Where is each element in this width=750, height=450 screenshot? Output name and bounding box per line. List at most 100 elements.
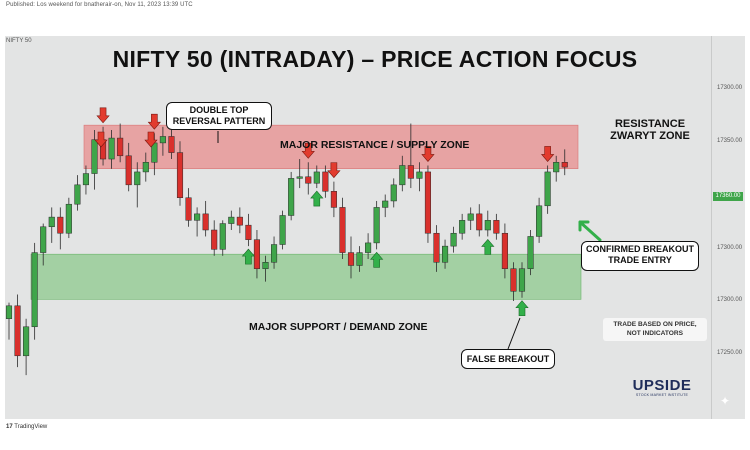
bearish-candle xyxy=(245,224,252,240)
symbol-label: NIFTY 50 xyxy=(6,38,32,44)
bullish-candle xyxy=(399,165,406,186)
bullish-candle xyxy=(219,223,226,250)
bullish-candle xyxy=(23,326,30,357)
false-breakout-pointer xyxy=(507,317,521,350)
bullish-candle xyxy=(382,200,389,208)
bearish-candle xyxy=(125,155,132,186)
bearish-candle xyxy=(185,197,192,221)
down-arrow-icon xyxy=(147,113,162,130)
bearish-candle xyxy=(561,162,568,168)
bearish-candle xyxy=(339,207,346,253)
bullish-candle xyxy=(194,213,201,221)
logo-tagline: STOCK MARKET INSTITUTE xyxy=(635,393,689,397)
bullish-candle xyxy=(356,252,363,266)
up-arrow-icon xyxy=(241,248,256,265)
false-breakout-callout: FALSE BREAKOUT xyxy=(461,349,555,369)
bearish-candle xyxy=(117,137,124,157)
down-arrow-icon xyxy=(327,162,341,179)
bullish-candle xyxy=(416,171,423,179)
bullish-candle xyxy=(40,226,47,253)
bullish-candle xyxy=(544,171,551,207)
bearish-candle xyxy=(510,268,517,292)
logo-name: UPSIDE xyxy=(632,377,692,394)
bullish-candle xyxy=(271,244,278,263)
bullish-candle xyxy=(450,232,457,247)
down-arrow-icon xyxy=(421,146,435,162)
bullish-candle xyxy=(390,184,397,202)
bullish-candle xyxy=(313,171,320,184)
bearish-candle xyxy=(14,305,21,357)
breakout-arrow-icon xyxy=(578,220,602,242)
bullish-candle xyxy=(484,220,491,231)
bullish-candle xyxy=(442,245,449,263)
bearish-candle xyxy=(347,252,355,266)
bullish-candle xyxy=(31,252,38,328)
up-arrow-icon xyxy=(310,190,324,207)
bearish-candle xyxy=(176,152,184,198)
bearish-candle xyxy=(253,239,260,269)
down-arrow-icon xyxy=(94,131,108,148)
bullish-candle xyxy=(459,220,466,234)
price-scale-divider xyxy=(711,36,712,419)
bearish-candle xyxy=(501,232,508,269)
bullish-candle xyxy=(373,207,380,244)
bullish-candle xyxy=(536,205,543,237)
resistance-zone-label: MAJOR RESISTANCE / SUPPLY ZONE xyxy=(280,139,470,151)
price-tick-label: 17300.00 xyxy=(717,85,743,91)
price-tick-label: 17300.00 xyxy=(717,245,743,251)
bearish-candle xyxy=(211,229,218,250)
tradingview-footer[interactable]: 17 TradingView xyxy=(6,424,47,430)
tradingview-logo-icon: 17 xyxy=(6,424,13,430)
bullish-candle xyxy=(296,176,303,179)
bullish-candle xyxy=(518,268,526,292)
bearish-candle xyxy=(433,232,440,263)
bullish-candle xyxy=(288,178,295,216)
up-arrow-icon xyxy=(481,238,495,255)
bullish-candle xyxy=(228,216,235,224)
price-action-note: TRADE BASED ON PRICE, NOT INDICATORS xyxy=(603,318,707,341)
up-arrow-icon xyxy=(515,300,529,317)
bullish-candle xyxy=(467,213,474,221)
bullish-candle xyxy=(262,262,269,269)
bullish-candle xyxy=(279,215,286,245)
upside-logo: UPSIDE STOCK MARKET INSTITUTE xyxy=(614,378,710,397)
current-price-badge: 17360.00 xyxy=(713,192,743,201)
bullish-candle xyxy=(82,173,90,186)
price-tick-label: 17350.00 xyxy=(717,138,743,144)
bearish-candle xyxy=(493,220,500,234)
price-tick-label: 17250.00 xyxy=(717,350,743,356)
down-arrow-icon xyxy=(301,142,315,159)
bullish-candle xyxy=(142,162,149,173)
bearish-candle xyxy=(305,176,312,184)
bullish-candle xyxy=(527,236,534,269)
support-zone-label: MAJOR SUPPORT / DEMAND ZONE xyxy=(249,321,428,333)
bullish-candle xyxy=(134,171,141,186)
tradingview-brand: TradingView xyxy=(14,424,48,430)
bearish-candle xyxy=(202,213,209,231)
resistance-zone xyxy=(83,124,579,170)
down-arrow-icon xyxy=(96,107,110,124)
chart-title: NIFTY 50 (INTRADAY) – PRICE ACTION FOCUS xyxy=(112,46,638,72)
bearish-candle xyxy=(476,213,483,231)
down-arrow-icon xyxy=(144,131,158,148)
bullish-candle xyxy=(365,242,372,253)
bearish-candle xyxy=(424,171,431,234)
resistance-side-label: RESISTANCE ZWARYT ZONE xyxy=(610,118,690,142)
confirmed-breakout-callout: CONFIRMED BREAKOUT TRADE ENTRY xyxy=(581,241,699,271)
bullish-candle xyxy=(48,216,55,228)
up-arrow-icon xyxy=(369,251,384,268)
bearish-candle xyxy=(330,191,337,208)
bullish-candle xyxy=(553,162,560,173)
bearish-candle xyxy=(236,216,243,226)
published-line: Published: Los weekend for bnatherair-on… xyxy=(6,2,193,8)
bullish-candle xyxy=(91,139,98,174)
bullish-candle xyxy=(159,136,166,144)
price-tick-label: 17300.00 xyxy=(717,297,743,303)
bullish-candle xyxy=(108,137,115,160)
bullish-candle xyxy=(5,305,13,319)
sparkle-icon: ✦ xyxy=(720,394,731,408)
bearish-candle xyxy=(168,136,175,153)
bullish-candle xyxy=(65,203,72,234)
bearish-candle xyxy=(407,165,414,179)
